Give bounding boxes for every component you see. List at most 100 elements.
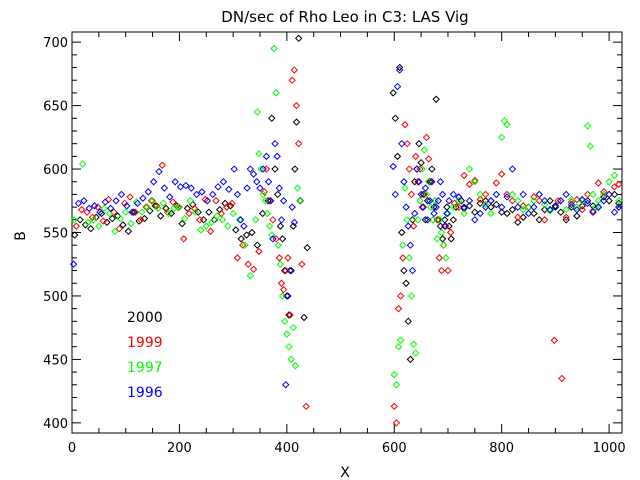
data-point [284, 254, 292, 262]
data-point [408, 266, 417, 275]
data-point [228, 199, 236, 208]
data-point [205, 208, 213, 216]
data-point [391, 114, 400, 122]
data-point [268, 231, 276, 239]
data-point [423, 216, 432, 224]
data-point [465, 180, 474, 188]
data-point [389, 162, 397, 171]
chart-title: DN/sec of Rho Leo in C3: LAS Vig [221, 8, 468, 26]
data-point [562, 213, 570, 221]
data-point [277, 279, 286, 287]
data-point [272, 235, 280, 243]
data-point [558, 374, 566, 383]
axis-ticks [71, 32, 622, 433]
data-point [398, 139, 406, 148]
data-point [476, 209, 484, 218]
data-point [239, 241, 247, 249]
data-point [203, 197, 212, 205]
data-point [414, 216, 422, 224]
data-point [269, 235, 277, 243]
data-point [293, 184, 302, 192]
data-point [248, 228, 256, 237]
x-tick-label: 800 [489, 441, 514, 456]
data-point [182, 181, 190, 190]
data-point [115, 224, 123, 233]
data-point [409, 340, 418, 348]
data-point [573, 205, 581, 214]
data-point [135, 217, 143, 225]
data-point [535, 216, 543, 224]
data-point [481, 203, 490, 211]
data-point [199, 216, 208, 224]
data-point [530, 209, 538, 218]
data-point [443, 203, 451, 211]
data-point [519, 213, 527, 221]
y-tick-label: 650 [43, 100, 68, 115]
data-point [300, 313, 308, 322]
data-point [406, 241, 415, 249]
data-point [233, 254, 242, 262]
data-point [589, 190, 597, 199]
data-point [296, 197, 304, 205]
data-point [519, 205, 527, 214]
data-point [241, 241, 249, 249]
data-point [432, 95, 440, 103]
data-point [85, 204, 93, 213]
data-point [257, 165, 265, 173]
data-point [287, 355, 295, 364]
data-point [514, 218, 522, 227]
data-point [290, 66, 299, 74]
data-point [260, 188, 268, 196]
data-point [263, 209, 272, 218]
data-point [583, 199, 592, 208]
data-point [610, 183, 619, 191]
legend: 2000 1999 1997 1996 [127, 310, 163, 401]
data-point [274, 190, 282, 199]
data-point [240, 222, 248, 230]
data-point [253, 241, 262, 249]
data-point [202, 222, 210, 230]
data-point [439, 241, 448, 249]
data-point [497, 133, 506, 142]
data-point [530, 193, 538, 201]
data-point [286, 311, 294, 319]
data-point [154, 204, 162, 213]
data-point [212, 197, 220, 205]
x-tick-label: 1000 [593, 441, 626, 456]
data-point [600, 188, 608, 196]
data-point [289, 323, 297, 332]
data-point [449, 203, 458, 211]
data-point [88, 213, 97, 221]
data-point [97, 209, 106, 218]
data-point [268, 114, 276, 122]
data-point [112, 197, 120, 205]
data-point [417, 158, 425, 167]
data-point [105, 209, 114, 218]
data-point [264, 178, 273, 186]
data-point [471, 208, 479, 216]
data-point [213, 212, 221, 220]
data-point [144, 188, 152, 196]
data-point [413, 165, 421, 173]
data-point [435, 254, 444, 262]
data-point [80, 197, 88, 205]
y-tick-label: 400 [43, 417, 68, 432]
data-point [393, 152, 402, 161]
data-point [465, 197, 474, 205]
data-point [291, 165, 299, 173]
data-point [589, 208, 597, 216]
data-point [492, 179, 501, 187]
data-point [546, 207, 554, 215]
data-point [178, 219, 186, 228]
data-point [402, 279, 410, 287]
data-point [232, 226, 240, 234]
data-point [190, 204, 199, 213]
data-point [279, 285, 288, 294]
data-point [244, 260, 252, 268]
data-point [278, 292, 287, 300]
data-point [275, 254, 284, 262]
data-point [446, 228, 455, 237]
data-point [143, 203, 151, 211]
data-point [487, 197, 495, 205]
data-point [423, 197, 432, 205]
